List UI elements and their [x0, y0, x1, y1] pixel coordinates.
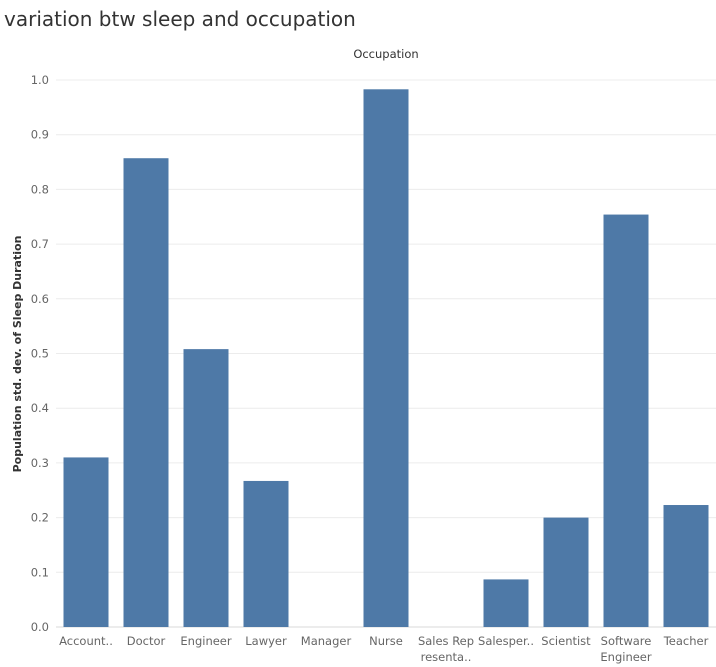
bar[interactable]: [663, 505, 709, 627]
y-axis-title: Population std. dev. of Sleep Duration: [11, 236, 24, 473]
y-tick-label: 0.7: [31, 237, 49, 251]
x-tick-label: Scientist: [541, 634, 591, 648]
y-tick-label: 0.3: [31, 456, 49, 470]
x-tick-label: Nurse: [369, 634, 403, 648]
bar[interactable]: [123, 158, 169, 627]
x-tick-label: Account..: [59, 634, 113, 648]
x-tick-label: Manager: [301, 634, 352, 648]
y-tick-label: 0.4: [31, 401, 49, 415]
bar[interactable]: [63, 457, 109, 627]
x-tick-label: Teacher: [663, 634, 709, 648]
x-tick-label: Salesper..: [478, 634, 534, 648]
bar[interactable]: [363, 89, 409, 627]
y-tick-label: 0.8: [31, 182, 49, 196]
x-axis: Account.. Doctor Engineer Lawyer Manager Nurs…: [59, 634, 708, 664]
bar[interactable]: [543, 517, 589, 627]
y-tick-label: 1.0: [31, 73, 49, 87]
bars: [63, 89, 709, 627]
x-tick-label: Software Engineer: [600, 634, 651, 664]
y-tick-label: 0.1: [31, 565, 49, 579]
bar[interactable]: [243, 480, 289, 627]
y-tick-label: 0.2: [31, 511, 49, 525]
bar[interactable]: [603, 214, 649, 627]
chart-title: variation btw sleep and occupation: [4, 7, 356, 31]
y-axis: 0.0 0.1 0.2 0.3 0.4 0.5 0.6 0.7 0.8 0.9 1.0: [31, 73, 49, 634]
x-tick-label: Sales Rep resenta..: [418, 634, 474, 664]
y-tick-label: 0.5: [31, 347, 49, 361]
y-tick-label: 0.9: [31, 128, 49, 142]
bar[interactable]: [183, 349, 229, 627]
bar[interactable]: [483, 579, 529, 627]
y-tick-label: 0.6: [31, 292, 49, 306]
x-tick-label: Doctor: [127, 634, 166, 648]
x-tick-label: Engineer: [180, 634, 231, 648]
column-header: Occupation: [353, 47, 418, 61]
x-tick-label: Lawyer: [245, 634, 287, 648]
y-tick-label: 0.0: [31, 620, 49, 634]
